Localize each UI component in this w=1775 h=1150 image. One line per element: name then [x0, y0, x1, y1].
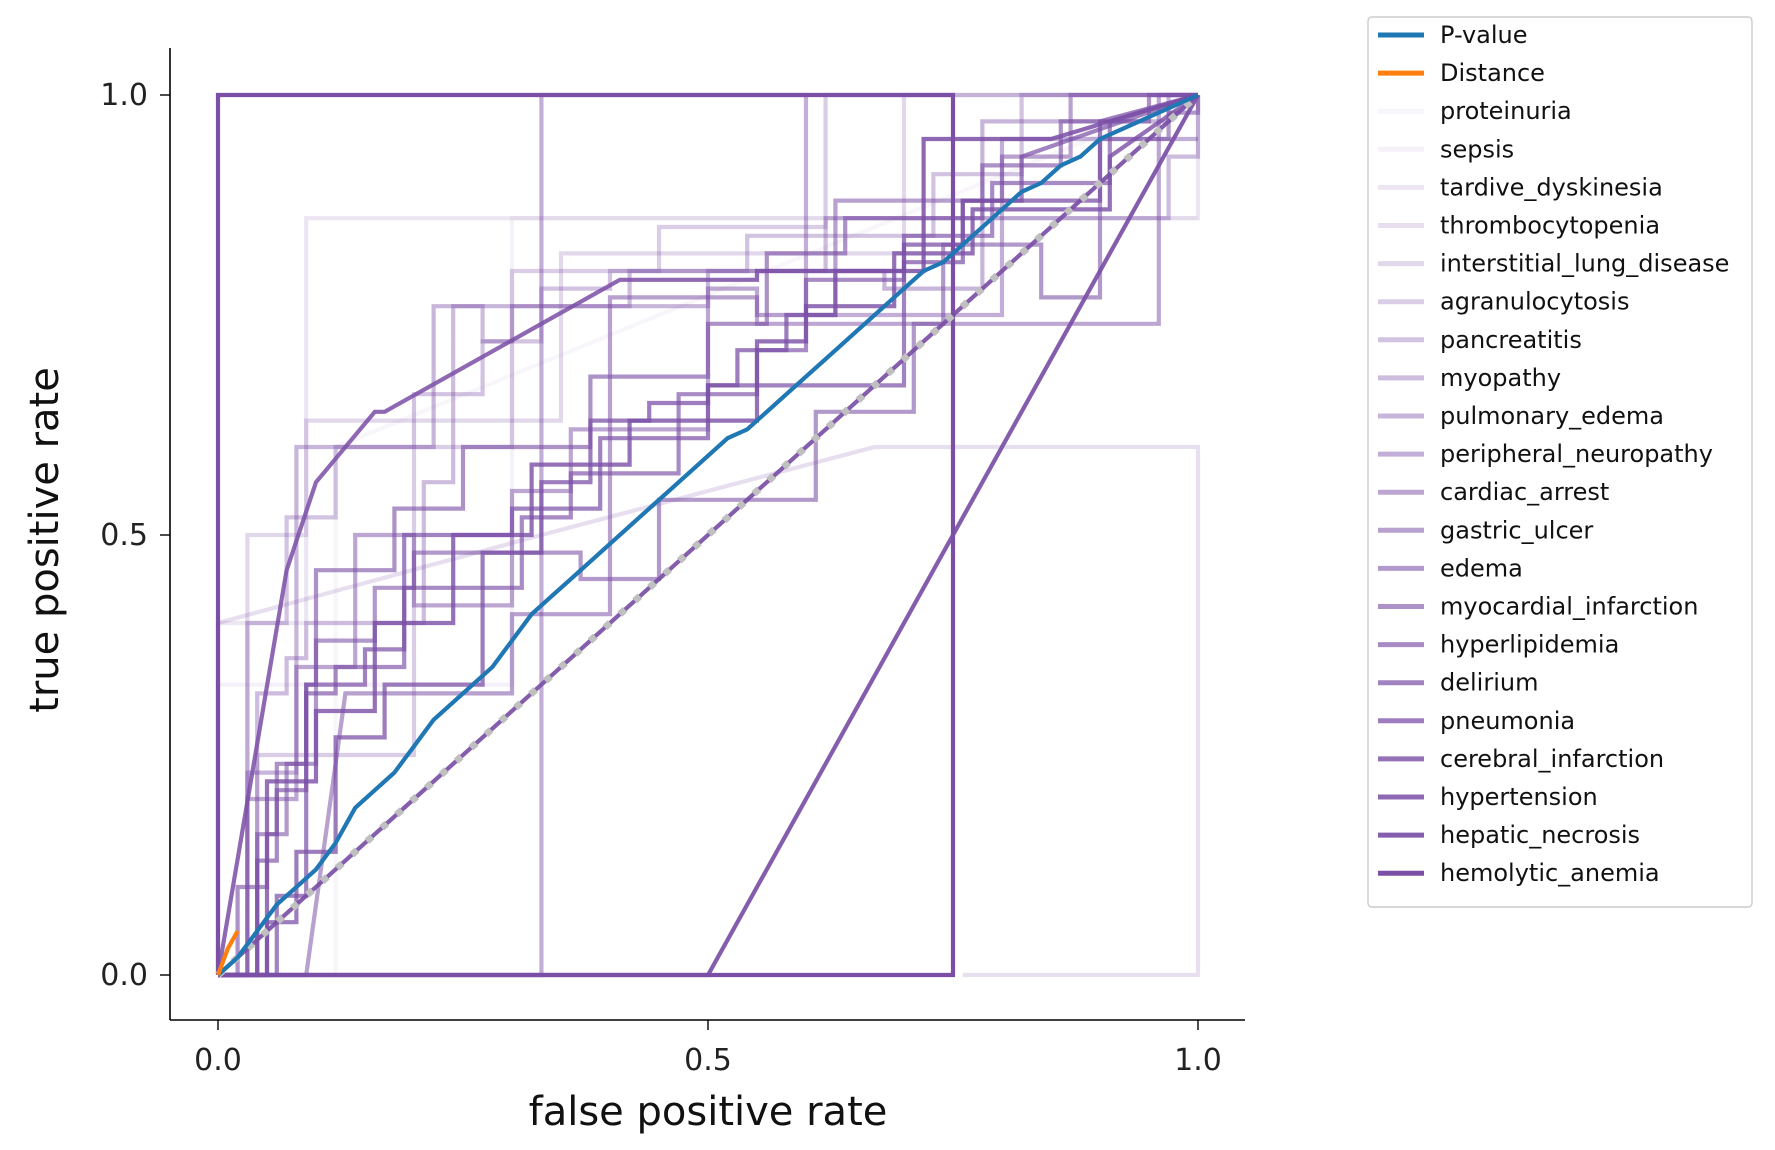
legend-label-myopathy: myopathy — [1440, 364, 1561, 392]
legend-label-pneumonia: pneumonia — [1440, 707, 1575, 735]
series-line-hemolytic-anemia — [215, 92, 956, 978]
legend: P-value Distance proteinuria sepsis tardive_… — [1367, 16, 1753, 908]
legend-label-pulmonary-edema: pulmonary_edema — [1440, 402, 1664, 430]
y-axis-label: true positive rate — [22, 367, 68, 713]
legend-label-distance: Distance — [1440, 59, 1545, 87]
legend-label-interstitial-lung-disease: interstitial_lung_disease — [1440, 250, 1729, 278]
series-line-cerebral-infarction — [218, 93, 1200, 978]
legend-label-gastric-ulcer: gastric_ulcer — [1440, 516, 1593, 544]
y-tick-label: 0.0 — [100, 958, 148, 993]
y-tick-label: 1.0 — [100, 78, 148, 113]
legend-label-delirium: delirium — [1440, 669, 1538, 697]
series-line-pneumonia — [218, 92, 1199, 978]
series-line-p-value — [216, 93, 1199, 977]
legend-label-cardiac-arrest: cardiac_arrest — [1440, 478, 1609, 506]
x-axis-label: false positive rate — [529, 1089, 888, 1135]
legend-label-p-value: P-value — [1440, 21, 1528, 49]
axes: 0.0 0.5 1.0 0.0 0.5 1.0 — [100, 48, 1245, 1078]
x-tick-label: 1.0 — [1174, 1043, 1222, 1078]
plot-area — [215, 92, 1201, 978]
legend-label-peripheral-neuropathy: peripheral_neuropathy — [1440, 440, 1713, 468]
series-line-cardiac-arrest — [218, 92, 1198, 978]
legend-label-hepatic-necrosis: hepatic_necrosis — [1440, 821, 1640, 849]
legend-label-hemolytic-anemia: hemolytic_anemia — [1440, 859, 1660, 887]
legend-label-edema: edema — [1440, 554, 1523, 582]
series-line-hypertension — [215, 92, 1199, 976]
series-line-agranulocytosis — [218, 92, 1198, 978]
legend-frame — [1367, 16, 1753, 908]
legend-label-agranulocytosis: agranulocytosis — [1440, 288, 1629, 316]
legend-label-sepsis: sepsis — [1440, 135, 1514, 163]
legend-label-hypertension: hypertension — [1440, 783, 1598, 811]
legend-label-cerebral-infarction: cerebral_infarction — [1440, 745, 1664, 773]
x-tick-label: 0.0 — [194, 1043, 242, 1078]
series-line-gastric-ulcer — [218, 92, 1198, 978]
legend-label-myocardial-infarction: myocardial_infarction — [1440, 593, 1698, 621]
y-tick-label: 0.5 — [100, 518, 148, 553]
x-tick-label: 0.5 — [684, 1043, 732, 1078]
series-line-hyperlipidemia — [218, 92, 1199, 978]
legend-label-tardive-dyskinesia: tardive_dyskinesia — [1440, 173, 1663, 201]
legend-label-hyperlipidemia: hyperlipidemia — [1440, 631, 1619, 659]
legend-label-thrombocytopenia: thrombocytopenia — [1440, 212, 1660, 240]
series-line-myopathy — [218, 95, 1201, 978]
legend-label-proteinuria: proteinuria — [1440, 97, 1572, 125]
series-line-distance — [216, 929, 240, 976]
series-line-interstitial-lung-disease — [218, 92, 1198, 978]
legend-label-pancreatitis: pancreatitis — [1440, 326, 1582, 354]
